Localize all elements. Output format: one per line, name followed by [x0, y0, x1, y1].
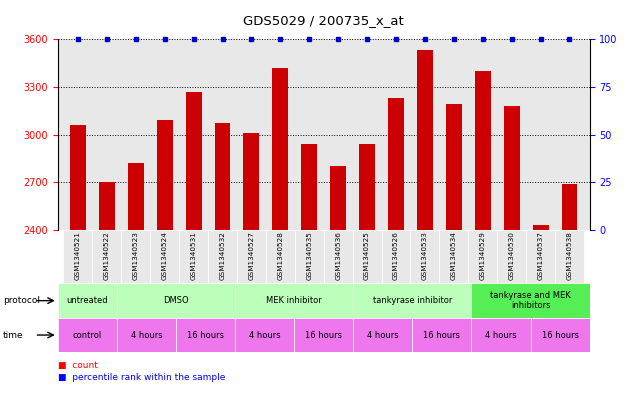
- Bar: [526, 230, 555, 283]
- Bar: [504, 106, 520, 230]
- Bar: [70, 125, 86, 230]
- Bar: [359, 144, 375, 230]
- Text: GSM1340536: GSM1340536: [335, 231, 341, 280]
- Text: GSM1340521: GSM1340521: [75, 231, 81, 280]
- Text: GSM1340531: GSM1340531: [190, 231, 197, 280]
- Bar: [469, 230, 497, 283]
- Text: 4 hours: 4 hours: [485, 331, 517, 340]
- Bar: [475, 71, 491, 230]
- Bar: [215, 123, 231, 230]
- Bar: [497, 230, 526, 283]
- Bar: [117, 318, 176, 352]
- Bar: [330, 166, 346, 230]
- Text: GSM1340523: GSM1340523: [133, 231, 138, 280]
- Text: GDS5029 / 200735_x_at: GDS5029 / 200735_x_at: [244, 14, 404, 27]
- Bar: [58, 318, 117, 352]
- Bar: [353, 283, 472, 318]
- Text: GSM1340533: GSM1340533: [422, 231, 428, 280]
- Bar: [439, 230, 469, 283]
- Text: 4 hours: 4 hours: [367, 331, 399, 340]
- Text: 16 hours: 16 hours: [424, 331, 460, 340]
- Bar: [412, 318, 472, 352]
- Text: 4 hours: 4 hours: [131, 331, 162, 340]
- Bar: [531, 318, 590, 352]
- Bar: [410, 230, 439, 283]
- Text: untreated: untreated: [67, 296, 108, 305]
- Text: GSM1340538: GSM1340538: [567, 231, 572, 280]
- Bar: [244, 133, 260, 230]
- Bar: [179, 230, 208, 283]
- Text: 16 hours: 16 hours: [542, 331, 579, 340]
- Text: GSM1340532: GSM1340532: [219, 231, 226, 280]
- Text: GSM1340527: GSM1340527: [249, 231, 254, 280]
- Text: time: time: [3, 331, 24, 340]
- Text: ■  count: ■ count: [58, 361, 97, 370]
- Bar: [237, 230, 266, 283]
- Text: ■  percentile rank within the sample: ■ percentile rank within the sample: [58, 373, 225, 382]
- Text: GSM1340522: GSM1340522: [104, 231, 110, 280]
- Bar: [301, 144, 317, 230]
- Bar: [555, 230, 584, 283]
- Text: GSM1340535: GSM1340535: [306, 231, 312, 280]
- Bar: [117, 283, 235, 318]
- Text: GSM1340528: GSM1340528: [278, 231, 283, 280]
- Bar: [150, 230, 179, 283]
- Bar: [388, 98, 404, 230]
- Bar: [272, 68, 288, 230]
- Text: GSM1340537: GSM1340537: [538, 231, 544, 280]
- Bar: [235, 318, 294, 352]
- Bar: [472, 318, 531, 352]
- Text: GSM1340524: GSM1340524: [162, 231, 168, 280]
- Bar: [353, 230, 381, 283]
- Bar: [121, 230, 150, 283]
- Bar: [472, 283, 590, 318]
- Text: GSM1340530: GSM1340530: [509, 231, 515, 280]
- Text: GSM1340525: GSM1340525: [364, 231, 370, 280]
- Bar: [446, 105, 462, 230]
- Text: tankyrase and MEK
inhibitors: tankyrase and MEK inhibitors: [490, 291, 571, 310]
- Text: 16 hours: 16 hours: [187, 331, 224, 340]
- Bar: [417, 50, 433, 230]
- Bar: [208, 230, 237, 283]
- Bar: [92, 230, 121, 283]
- Text: DMSO: DMSO: [163, 296, 188, 305]
- Text: control: control: [72, 331, 102, 340]
- Text: GSM1340529: GSM1340529: [479, 231, 486, 280]
- Bar: [63, 230, 92, 283]
- Bar: [58, 283, 117, 318]
- Bar: [294, 318, 353, 352]
- Bar: [128, 163, 144, 230]
- Bar: [235, 283, 353, 318]
- Bar: [381, 230, 410, 283]
- Bar: [324, 230, 353, 283]
- Text: protocol: protocol: [3, 296, 40, 305]
- Bar: [353, 318, 412, 352]
- Bar: [533, 225, 549, 230]
- Bar: [156, 120, 172, 230]
- Text: 16 hours: 16 hours: [305, 331, 342, 340]
- Bar: [562, 184, 578, 230]
- Bar: [186, 92, 201, 230]
- Bar: [99, 182, 115, 230]
- Text: GSM1340534: GSM1340534: [451, 231, 457, 280]
- Text: 4 hours: 4 hours: [249, 331, 280, 340]
- Text: tankyrase inhibitor: tankyrase inhibitor: [372, 296, 452, 305]
- Text: GSM1340526: GSM1340526: [393, 231, 399, 280]
- Bar: [266, 230, 295, 283]
- Text: MEK inhibitor: MEK inhibitor: [266, 296, 322, 305]
- Bar: [176, 318, 235, 352]
- Bar: [295, 230, 324, 283]
